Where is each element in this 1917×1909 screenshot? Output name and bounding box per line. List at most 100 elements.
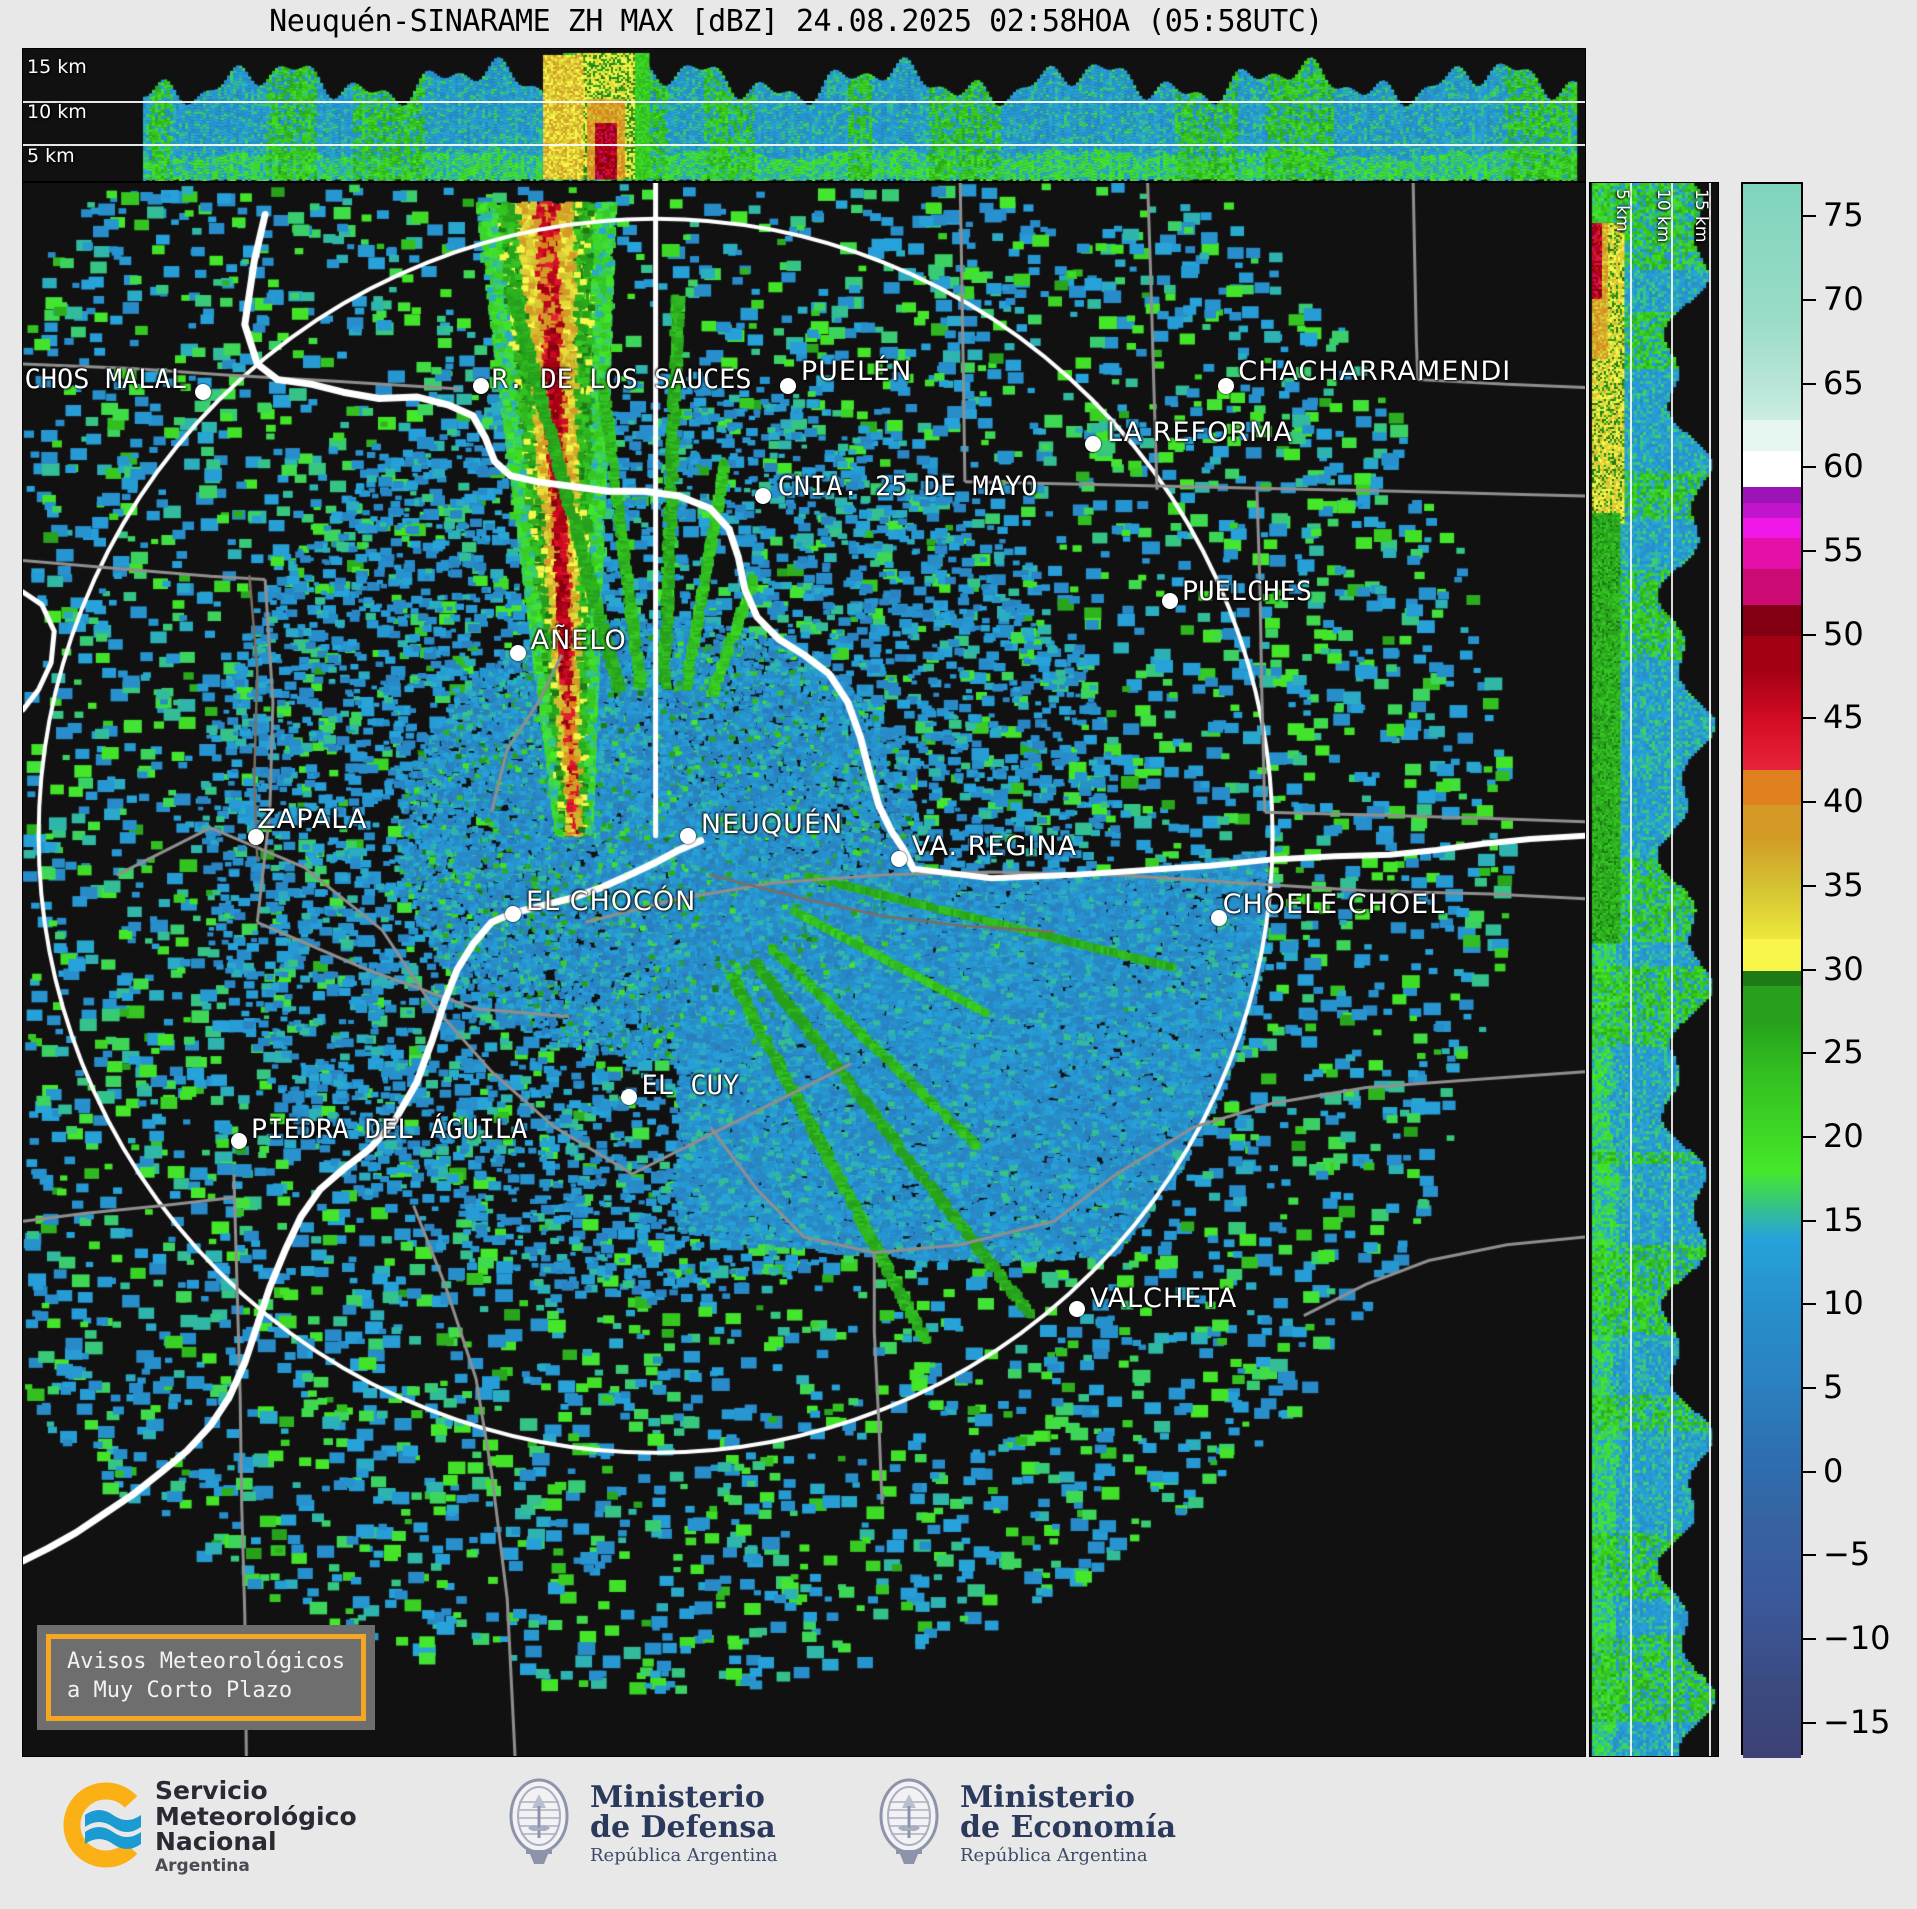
colorbar-segment [1743,935,1801,941]
colorbar-segment [1743,522,1801,528]
city-marker-zapala[interactable] [247,829,264,846]
colorbar-tick [1803,801,1816,804]
colorbar-tick-label: 65 [1823,363,1864,402]
footer-logos: Servicio Meteorológico Nacional Argentin… [0,1760,1917,1909]
colorbar-tick [1803,884,1816,887]
colorbar-segment [1743,809,1801,815]
colorbar-tick [1803,633,1816,636]
smn-line-1: Servicio [155,1776,268,1805]
colorbar-segment [1743,1053,1801,1058]
colorbar-segment [1743,1650,1801,1656]
colorbar-tick [1803,1721,1816,1724]
colorbar-segment [1743,1245,1801,1251]
colorbar-segment [1743,258,1801,264]
colorbar-legend: −15 −10 −5 0 5 10 15 20 25 30 35 40 45 50 55 60 65 70 75 [1741,182,1911,1758]
city-marker-neuqu-n[interactable] [680,827,697,844]
warning-badge[interactable]: Avisos Meteorológicos a Muy Corto Plazo [37,1624,376,1730]
radar-map-panel[interactable]: CHOS MALAL R. DE LOS SAUCES PUELÉN CHACHARR… [22,182,1586,1757]
colorbar-tick-label: 20 [1823,1116,1864,1155]
city-marker-chacharramendi[interactable] [1217,377,1234,394]
colorbar-segment [1743,1583,1801,1589]
warning-badge-inner: Avisos Meteorológicos a Muy Corto Plazo [46,1633,367,1721]
colorbar-segment [1743,868,1801,874]
city-marker-el-cuy[interactable] [621,1088,638,1105]
colorbar-segment [1743,388,1801,394]
colorbar-segment [1743,887,1801,893]
colorbar-segment [1743,1599,1801,1605]
colorbar-segment [1743,1458,1801,1464]
colorbar-segment [1743,545,1801,551]
city-marker-a-elo[interactable] [510,645,527,662]
colorbar-segment [1743,1497,1801,1503]
colorbar-tick-label: −15 [1823,1702,1891,1741]
colorbar-tick-label: 75 [1823,196,1864,235]
colorbar-segment [1743,1292,1801,1298]
colorbar-segment [1743,467,1801,473]
city-marker-cnia-25-de-mayo[interactable] [755,488,772,505]
colorbar-segment [1743,341,1801,347]
colorbar-segment [1743,1367,1801,1373]
colorbar-segment [1743,537,1801,543]
city-marker-chos-malal[interactable] [194,384,211,401]
colorbar-segment [1743,345,1801,351]
colorbar-segment [1743,203,1801,209]
colorbar-tick-label: −10 [1823,1618,1891,1657]
colorbar-segment [1743,357,1801,362]
colorbar-segment [1743,1666,1801,1672]
colorbar-segment [1743,994,1801,1000]
colorbar-segment [1743,1462,1801,1467]
colorbar-segment [1743,939,1801,944]
colorbar-segment [1743,1320,1801,1326]
city-label-chacharramendi: CHACHARRAMENDI [1238,356,1512,388]
colorbar-segment [1743,1119,1801,1125]
colorbar-segment [1743,1080,1801,1086]
colorbar-segment [1743,640,1801,646]
city-marker-piedra-del-guila[interactable] [230,1132,247,1149]
colorbar-segment [1743,773,1801,779]
colorbar-segment [1743,895,1801,901]
city-marker-puelches[interactable] [1161,593,1178,610]
altitude-line-right-10km [1671,183,1673,1756]
colorbar-segment [1743,573,1801,579]
colorbar-segment [1743,1108,1801,1114]
colorbar-segment [1743,1670,1801,1676]
altitude-label-right-15km: 15 km [1691,189,1711,243]
colorbar-segment [1743,1025,1801,1031]
colorbar-segment [1743,628,1801,634]
colorbar-segment [1743,239,1801,244]
city-marker-r-de-los-sauces[interactable] [472,377,489,394]
colorbar-segment [1743,510,1801,516]
colorbar-segment [1743,1131,1801,1137]
city-marker-choele-choel[interactable] [1211,909,1228,926]
colorbar-segment [1743,1603,1801,1609]
colorbar-segment [1743,325,1801,331]
colorbar-segment [1743,982,1801,988]
colorbar-segment [1743,1595,1801,1601]
colorbar-segment [1743,400,1801,406]
colorbar-segment [1743,427,1801,433]
colorbar-segment [1743,1713,1801,1719]
colorbar-segment [1743,1316,1801,1322]
city-marker-puel-n[interactable] [780,377,797,394]
defensa-line-3: República Argentina [590,1844,778,1866]
colorbar-tick [1803,1135,1816,1138]
colorbar-segment [1743,663,1801,669]
economia-line-1: Ministerio [960,1779,1135,1815]
colorbar-segment [1743,321,1801,327]
colorbar-segment [1743,738,1801,744]
colorbar-segment [1743,227,1801,233]
city-marker-va-regina[interactable] [891,851,908,868]
colorbar-segment [1743,970,1801,976]
colorbar-segment [1743,1277,1801,1283]
colorbar-segment [1743,762,1801,767]
city-marker-valcheta[interactable] [1069,1301,1086,1318]
colorbar-segment [1743,1591,1801,1597]
city-marker-la-reforma[interactable] [1084,436,1101,453]
colorbar-segment [1743,1749,1801,1755]
city-marker-el-choc-n[interactable] [505,906,522,923]
colorbar-segment [1743,703,1801,708]
colorbar-segment [1743,1037,1801,1043]
colorbar-segment [1743,1072,1801,1078]
colorbar-segment [1743,1532,1801,1538]
colorbar-segment [1743,691,1801,697]
